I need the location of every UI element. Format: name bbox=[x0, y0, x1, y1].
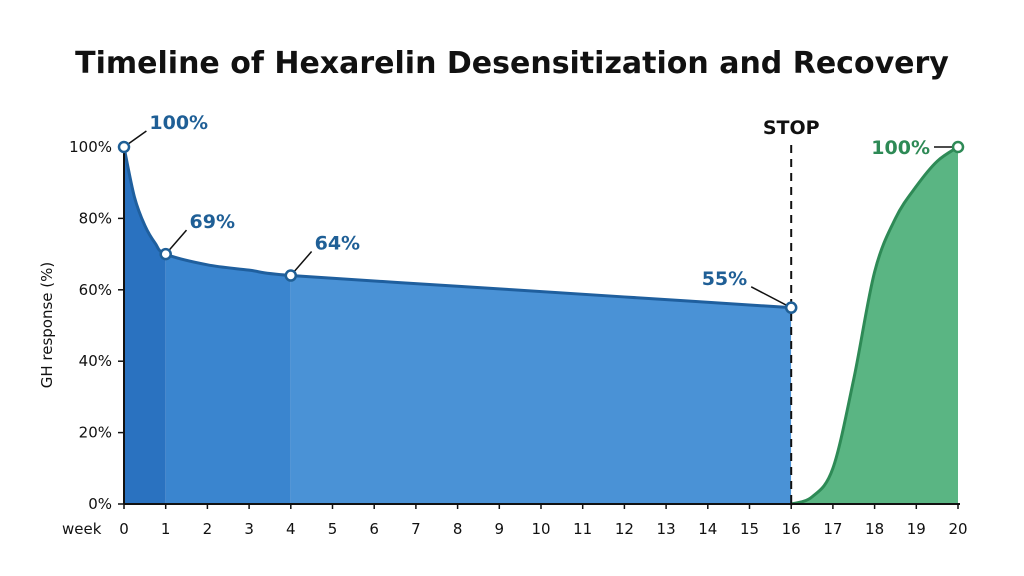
x-tick-label: 0 bbox=[119, 520, 129, 538]
chart-title: Timeline of Hexarelin Desensitization an… bbox=[75, 46, 949, 81]
data-label: 64% bbox=[315, 233, 360, 255]
x-tick-label: 8 bbox=[453, 520, 463, 538]
desensitization-area-band-0 bbox=[124, 147, 166, 504]
data-label: 55% bbox=[702, 268, 747, 290]
x-tick-label: 12 bbox=[615, 520, 634, 538]
x-tick-label: 6 bbox=[369, 520, 379, 538]
x-tick-label: 3 bbox=[244, 520, 254, 538]
y-tick-label: 20% bbox=[79, 424, 112, 442]
stop-label: STOP bbox=[763, 117, 820, 139]
x-tick-label: 15 bbox=[740, 520, 759, 538]
desensitization-line bbox=[122, 146, 792, 310]
x-tick-label: 18 bbox=[865, 520, 884, 538]
x-tick-label: 10 bbox=[531, 520, 550, 538]
x-tick-label: 1 bbox=[161, 520, 171, 538]
x-tick-label: 7 bbox=[411, 520, 421, 538]
y-tick-label: 80% bbox=[79, 209, 112, 227]
x-tick-label: 20 bbox=[948, 520, 967, 538]
recovery-line bbox=[790, 145, 959, 506]
desensitization-area-band-1 bbox=[165, 147, 291, 504]
recovery-area bbox=[791, 147, 958, 504]
y-tick-label: 40% bbox=[79, 352, 112, 370]
y-tick-label: 60% bbox=[79, 281, 112, 299]
x-tick-label: 17 bbox=[823, 520, 842, 538]
x-tick-label: 5 bbox=[328, 520, 338, 538]
x-tick-label: 4 bbox=[286, 520, 296, 538]
x-tick-label: 2 bbox=[203, 520, 213, 538]
x-tick-label: 19 bbox=[907, 520, 926, 538]
x-tick-label: 9 bbox=[495, 520, 505, 538]
data-point bbox=[784, 301, 798, 314]
data-point bbox=[117, 140, 131, 154]
data-label: 100% bbox=[871, 137, 930, 159]
data-point bbox=[159, 247, 172, 261]
data-point bbox=[284, 269, 298, 282]
desensitization-area-band-2 bbox=[290, 147, 792, 504]
y-axis-label: GH response (%) bbox=[38, 262, 56, 389]
y-tick-label: 100% bbox=[69, 138, 112, 156]
x-tick-label: 11 bbox=[573, 520, 592, 538]
y-tick-label: 0% bbox=[88, 495, 112, 513]
x-tick-label: 13 bbox=[657, 520, 676, 538]
data-label: 69% bbox=[190, 211, 235, 233]
data-label: 100% bbox=[149, 112, 208, 134]
x-axis-label: week bbox=[62, 520, 102, 538]
x-tick-label: 16 bbox=[782, 520, 801, 538]
annotation-leader bbox=[750, 286, 792, 309]
data-point bbox=[951, 140, 965, 154]
x-tick-label: 14 bbox=[698, 520, 717, 538]
